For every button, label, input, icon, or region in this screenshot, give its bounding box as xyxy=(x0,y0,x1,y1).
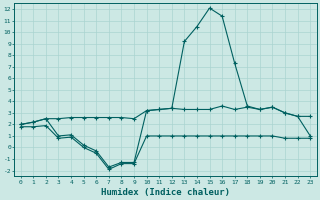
X-axis label: Humidex (Indice chaleur): Humidex (Indice chaleur) xyxy=(101,188,230,197)
